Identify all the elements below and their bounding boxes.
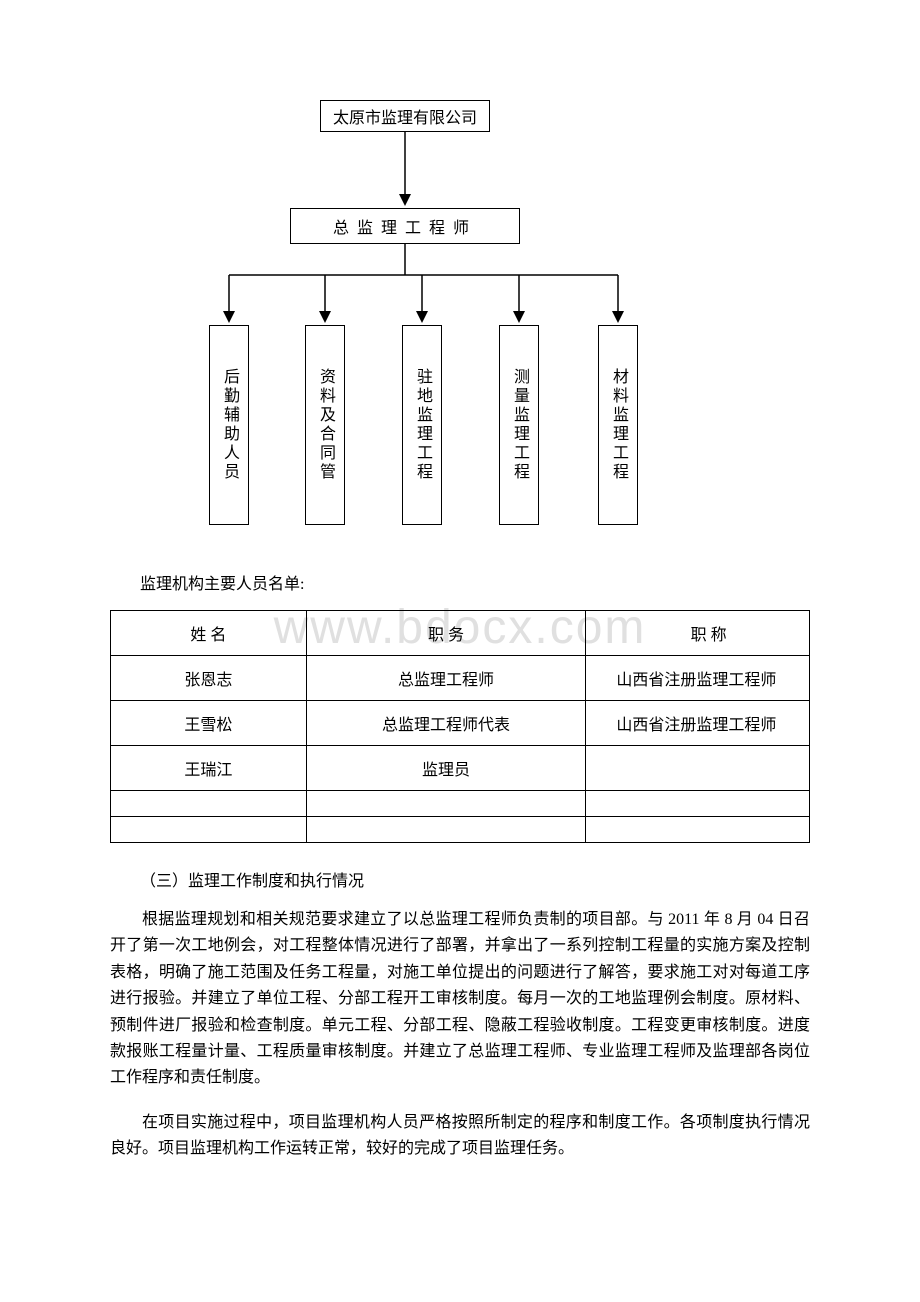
staff-section-label: 监理机构主要人员名单: <box>140 570 810 594</box>
org-leaf-node: 后勤辅助人员 <box>209 325 249 525</box>
page-content: 太原市监理有限公司 总监理工程师 后勤辅助人员 资料及合同管 驻地监理工程 测量… <box>0 0 920 1241</box>
org-chart: 太原市监理有限公司 总监理工程师 后勤辅助人员 资料及合同管 驻地监理工程 测量… <box>180 100 740 530</box>
org-leaf-node: 驻地监理工程 <box>402 325 442 525</box>
cell-role: 总监理工程师 <box>306 656 586 701</box>
org-top-node: 太原市监理有限公司 <box>320 100 490 132</box>
org-leaf-node: 资料及合同管 <box>305 325 345 525</box>
org-leaf-node: 测量监理工程 <box>499 325 539 525</box>
cell-role: 总监理工程师代表 <box>306 701 586 746</box>
org-leaf-node: 材料监理工程 <box>598 325 638 525</box>
table-row: 张恩志 总监理工程师 山西省注册监理工程师 <box>111 656 810 701</box>
body-paragraph: 在项目实施过程中，项目监理机构人员严格按照所制定的程序和制度工作。各项制度执行情… <box>110 1110 810 1163</box>
table-row-empty <box>111 817 810 843</box>
cell-name: 张恩志 <box>111 656 307 701</box>
subheading: （三）监理工作制度和执行情况 <box>140 867 810 891</box>
col-header-name: 姓 名 <box>111 611 307 656</box>
table-header-row: 姓 名 职 务 职 称 <box>111 611 810 656</box>
cell-title <box>586 746 810 791</box>
col-header-title: 职 称 <box>586 611 810 656</box>
table-row: 王雪松 总监理工程师代表 山西省注册监理工程师 <box>111 701 810 746</box>
table-row-empty <box>111 791 810 817</box>
cell-title: 山西省注册监理工程师 <box>586 701 810 746</box>
org-chart-connectors <box>180 100 740 530</box>
cell-name: 王瑞江 <box>111 746 307 791</box>
staff-table: 姓 名 职 务 职 称 张恩志 总监理工程师 山西省注册监理工程师 王雪松 总监… <box>110 610 810 843</box>
org-mid-node: 总监理工程师 <box>290 208 520 244</box>
col-header-role: 职 务 <box>306 611 586 656</box>
table-row: 王瑞江 监理员 <box>111 746 810 791</box>
cell-title: 山西省注册监理工程师 <box>586 656 810 701</box>
cell-role: 监理员 <box>306 746 586 791</box>
body-paragraph: 根据监理规划和相关规范要求建立了以总监理工程师负责制的项目部。与 2011 年 … <box>110 907 810 1092</box>
cell-name: 王雪松 <box>111 701 307 746</box>
